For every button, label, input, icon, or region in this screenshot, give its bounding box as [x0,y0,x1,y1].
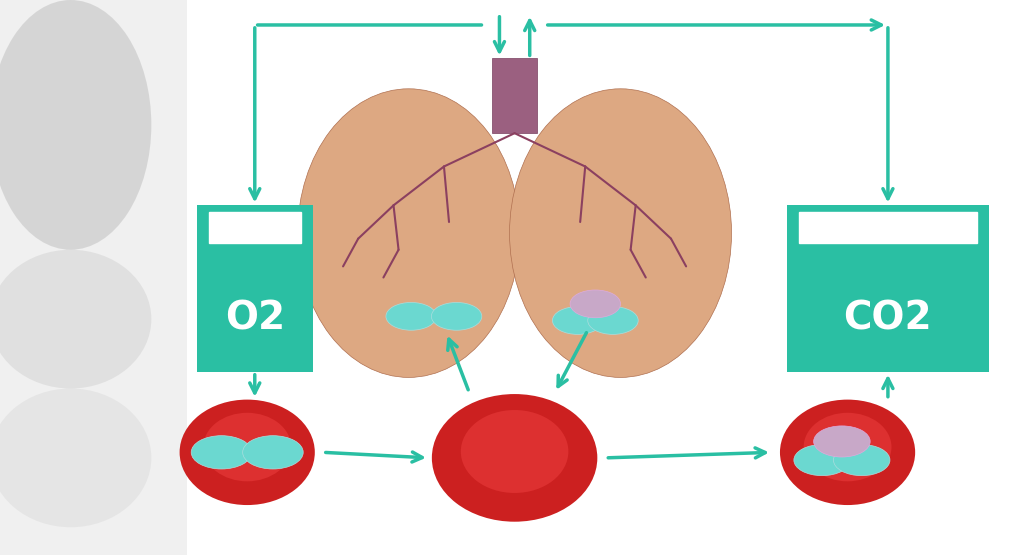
Circle shape [385,302,436,330]
Circle shape [813,426,870,457]
Circle shape [794,445,851,476]
Ellipse shape [432,394,597,522]
Circle shape [570,290,621,317]
Bar [0,0,187,555]
Bar [492,58,537,133]
Ellipse shape [0,0,151,250]
Ellipse shape [510,89,732,377]
Circle shape [242,436,303,469]
Ellipse shape [803,413,892,481]
FancyBboxPatch shape [197,205,313,372]
Ellipse shape [780,400,915,505]
Circle shape [553,306,603,334]
Circle shape [587,306,638,334]
Ellipse shape [180,400,315,505]
Circle shape [833,445,890,476]
Ellipse shape [0,250,151,388]
Ellipse shape [0,388,151,527]
Bar [209,212,301,243]
Ellipse shape [298,89,520,377]
FancyBboxPatch shape [787,205,989,372]
Ellipse shape [203,413,292,481]
Circle shape [192,436,252,469]
Text: CO2: CO2 [844,300,932,337]
Bar [799,212,977,243]
Ellipse shape [461,410,568,493]
Circle shape [431,302,482,330]
Text: O2: O2 [225,300,285,337]
